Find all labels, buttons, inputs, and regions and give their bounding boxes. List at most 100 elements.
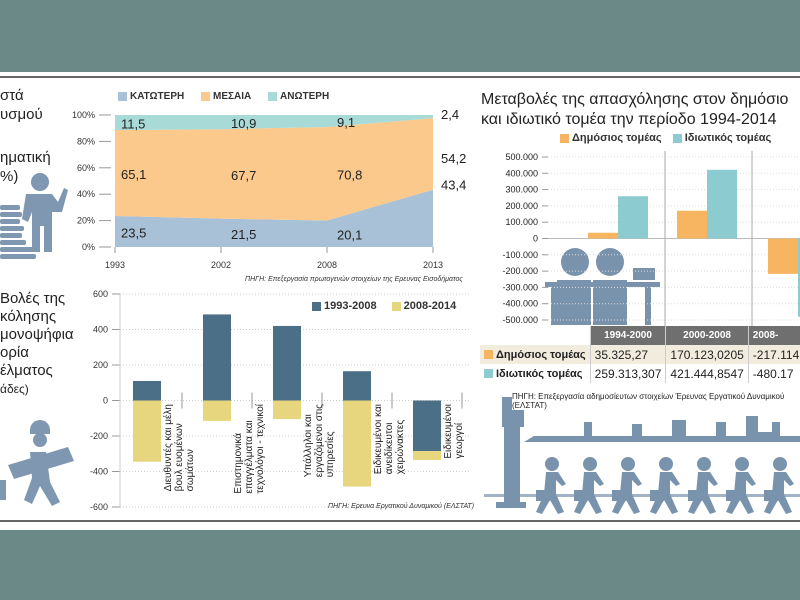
data-label: 65,1 [121, 167, 146, 182]
table-corner [480, 326, 591, 345]
left-title-2-line: μονοψήφια [0, 326, 74, 343]
y-tick-label: 500.000 [505, 152, 538, 162]
legend-swatch [484, 350, 493, 360]
education-area-chart: 0% 20% 40% 60% 80% 100% 23,5 21,5 20,1 43,4 65,1 67… [72, 107, 466, 270]
bar-2008-2014 [413, 451, 441, 460]
bottom-divider [0, 520, 800, 522]
bar-public [588, 232, 618, 239]
bar-1993-2008 [413, 400, 441, 452]
bar-2008-2014 [273, 400, 301, 420]
occupation-bar-chart: -600 -400 -200 0 200 400 600 [90, 289, 470, 512]
data-label: 70,8 [337, 168, 362, 183]
category-label-line: Ειδικευμένοι [443, 403, 454, 459]
bar-1993-2008 [133, 380, 161, 401]
chart3-title-line: και ιδιωτικό τομέα την περίοδο 1994-2014 [481, 111, 777, 128]
legend-item-high: ΑΝΩΤΕΡΗ [268, 91, 329, 102]
legend-label: ΚΑΤΩΤΕΡΗ [130, 91, 185, 102]
y-tick-label: -500.000 [502, 315, 538, 325]
left-title-2: Βολές της κόλησης μονοψήφια ορία έλματος… [0, 290, 74, 398]
legend-swatch [484, 369, 493, 379]
legend-label: Ιδιωτικός τομέας [684, 132, 772, 144]
left-subtitle-1-line: %) [0, 168, 19, 185]
legend-item-private: Ιδιωτικός τομέας [672, 132, 772, 144]
bar-1993-2008 [273, 325, 301, 401]
legend-swatch [118, 91, 127, 101]
area-ΚΑΤΩΤΕΡΗ [115, 189, 433, 247]
legend-swatch [201, 91, 211, 101]
walker-body [764, 472, 794, 514]
briefcase-icon [764, 490, 778, 501]
left-title-2-line: ορία [0, 344, 29, 361]
data-label: 2,4 [441, 107, 459, 122]
briefcase-icon [536, 490, 550, 501]
y-tick-label: -400 [90, 467, 108, 477]
category-label-line: εργαζόμενοι στις [314, 403, 325, 477]
y-tick-label: -100.000 [502, 250, 538, 260]
walker-head [735, 457, 749, 471]
y-tick-label: 200 [93, 360, 108, 370]
category-label: Ειδικευμένοι και ανειδίκευτοι χειρώνακτες [373, 404, 406, 474]
y-tick-label: 600 [93, 289, 108, 299]
left-title-1: στά υσμού [0, 86, 43, 124]
table-cell: 170.123,0205 [665, 345, 749, 364]
walker-body [612, 472, 642, 514]
table-header-cell: 2008- [748, 326, 800, 345]
table-header-cell: 1994-2000 [590, 326, 667, 345]
table-cell: 35.325,27 [590, 345, 667, 364]
legend-swatch [560, 133, 569, 143]
legend-item-mid: ΜΕΣΑΙΑ [201, 91, 251, 102]
y-tick-label: 0 [103, 396, 108, 406]
x-tick-label: 1993 [105, 260, 125, 270]
data-label: 11,5 [121, 116, 145, 131]
category-label: Επιστημονικά επαγγέλματα και τεχνολόγοι - … [233, 404, 266, 494]
category-label: Υπάλληλοι και εργαζόμενοι στις υπηρεσίες [303, 404, 336, 477]
walker-head [621, 457, 635, 471]
y-tick-label: 0% [82, 242, 95, 252]
table-row-label: Δημόσιος τομέας [480, 345, 591, 364]
walker-body [650, 472, 680, 514]
sector-bar-chart: -500.000 -400.000 -300.000 -200.000 -100.000… [502, 151, 800, 328]
legend-label: 1993-2008 [324, 300, 377, 312]
bar-public [677, 210, 707, 239]
data-label: 10,9 [231, 116, 256, 131]
left-title-2-line: Βολές της [0, 290, 66, 307]
category-label-line: βουλ ευομένων [174, 422, 185, 491]
table-row: Δημόσιος τομέας 35.325,27 170.123,0205 -… [480, 345, 800, 364]
walker-head [545, 457, 559, 471]
category-label-line: γεωργοί [454, 422, 465, 459]
left-subtitle-1: ηματική %) [0, 148, 51, 186]
y-tick-label: -200.000 [502, 266, 538, 276]
category-label-line: χειρώνακτες [395, 419, 406, 474]
walker-body [688, 472, 718, 514]
bar-2008-2014 [203, 400, 231, 421]
briefcase-icon [650, 490, 664, 501]
office-workers-illustration [545, 248, 660, 325]
x-tick-label: 2002 [211, 260, 231, 270]
left-title-1-line: στά [0, 87, 24, 104]
businessman-coins-illustration [0, 173, 68, 259]
legend-swatch [312, 301, 321, 311]
y-tick-label: 400 [93, 325, 108, 335]
data-label: 20,1 [337, 228, 362, 243]
left-title-2-line: κόλησης [0, 308, 57, 325]
chart3-source: ΠΗΓΗ: Επεξεργασία αδημοσίευτων στοιχείων… [512, 392, 798, 410]
legend-item-public: Δημόσιος τομέας [560, 132, 662, 144]
bar-2008-2014 [133, 400, 161, 462]
chart1-legend: ΚΑΤΩΤΕΡΗ ΜΕΣΑΙΑ ΑΝΩΤΕΡΗ [118, 91, 329, 102]
y-tick-label: -200 [90, 431, 108, 441]
walker-head [697, 457, 711, 471]
bar-2008-2014 [343, 400, 371, 487]
walker-body [574, 472, 604, 514]
briefcase-icon [612, 490, 626, 501]
table-row: Ιδιωτικός τομέας 259.313,307 421.444,854… [480, 364, 800, 383]
y-tick-label: 400.000 [505, 168, 538, 178]
briefcase-icon [688, 490, 702, 501]
legend-label: ΑΝΩΤΕΡΗ [280, 91, 330, 102]
left-subtitle-2: άδες) [0, 382, 29, 396]
category-label: Διευθυντές και μέλη βουλ ευομένων σωμάτων [163, 404, 196, 491]
legend-item-low: ΚΑΤΩΤΕΡΗ [118, 91, 184, 102]
legend-swatch [268, 91, 278, 101]
y-tick-label: 0 [533, 234, 538, 244]
bar-1993-2008 [343, 371, 371, 401]
legend-item-1993-2008: 1993-2008 [312, 300, 377, 312]
